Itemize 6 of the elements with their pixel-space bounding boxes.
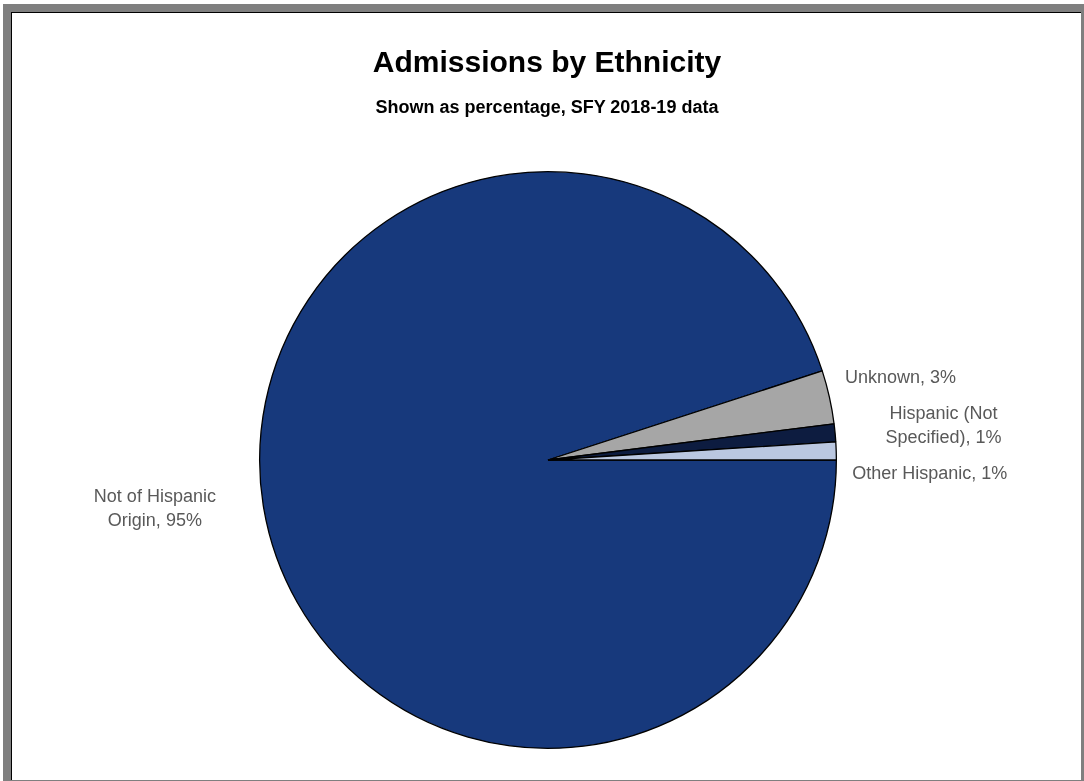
slice-label: Other Hispanic, 1% [852,462,1008,486]
slice-label: Hispanic (Not Specified), 1% [884,402,1003,450]
slice-label: Not of Hispanic Origin, 95% [92,484,217,532]
slice-label: Unknown, 3% [845,366,957,390]
chart-subtitle: Shown as percentage, SFY 2018-19 data [374,96,720,119]
chart-title: Admissions by Ethnicity [371,44,723,80]
